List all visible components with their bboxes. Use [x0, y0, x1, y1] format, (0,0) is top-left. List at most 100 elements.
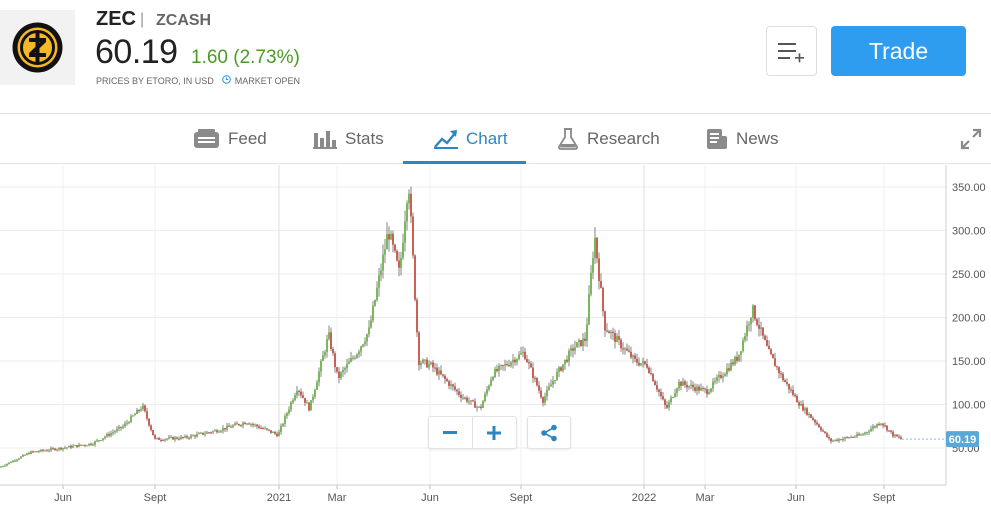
candle-body — [846, 437, 848, 439]
candle-body — [156, 437, 158, 439]
tab-news[interactable]: News — [706, 114, 779, 164]
candle-body — [900, 437, 902, 439]
candle-body — [898, 436, 900, 438]
candle-body — [848, 437, 850, 439]
candle-body — [342, 369, 344, 373]
candle-body — [774, 358, 776, 367]
share-chart-button[interactable] — [527, 416, 571, 449]
zoom-in-button[interactable] — [473, 417, 517, 448]
expand-fullscreen-icon[interactable] — [960, 128, 982, 155]
candle-body — [570, 348, 572, 351]
candle-body — [366, 334, 368, 342]
add-to-watchlist-button[interactable] — [766, 26, 817, 76]
candle-body — [402, 242, 404, 258]
candle-body — [262, 427, 264, 429]
candle-body — [198, 433, 200, 435]
candle-body — [10, 462, 12, 464]
candle-body — [686, 384, 688, 388]
tab-stats[interactable]: Stats — [313, 114, 384, 164]
candle-body — [260, 427, 262, 429]
candle-body — [112, 432, 114, 434]
candle-body — [822, 430, 824, 432]
share-icon — [541, 424, 557, 441]
candle-body — [866, 432, 868, 434]
candle-body — [282, 423, 284, 426]
x-tick-label: Sept — [510, 492, 533, 504]
candle-body — [348, 361, 350, 364]
candle-body — [2, 466, 4, 468]
candle-body — [292, 400, 294, 403]
candle-body — [780, 373, 782, 375]
candle-body — [802, 403, 804, 411]
chart-icon — [434, 129, 458, 149]
candle-body — [300, 391, 302, 396]
candle-body — [352, 357, 354, 359]
candle-body — [268, 429, 270, 431]
candle-body — [266, 428, 268, 430]
candle-body — [650, 372, 652, 374]
x-tick-label: Mar — [696, 492, 715, 504]
candle-body — [420, 362, 422, 366]
tab-chart[interactable]: Chart — [434, 114, 508, 164]
candle-body — [808, 414, 810, 416]
candle-body — [336, 367, 338, 372]
candle-body — [892, 431, 894, 437]
zoom-out-button[interactable] — [429, 417, 473, 448]
x-tick-label: 2021 — [267, 492, 291, 504]
candle-body — [806, 408, 808, 415]
candle-body — [714, 380, 716, 382]
tab-research[interactable]: Research — [557, 114, 660, 164]
candle-body — [576, 342, 578, 348]
candle-body — [734, 356, 736, 365]
candle-body — [270, 430, 272, 433]
candle-body — [284, 415, 286, 424]
price-chart[interactable]: 50.00 100.00 150.00 200.00 250.00 300.00 350.0… — [0, 165, 991, 511]
candle-body — [408, 193, 410, 204]
candle-body — [700, 387, 702, 391]
candle-body — [798, 402, 800, 406]
candle-body — [152, 430, 154, 436]
candle-body — [754, 305, 756, 320]
candle-body — [818, 424, 820, 428]
candle-body — [854, 436, 856, 438]
candle-body — [234, 423, 236, 426]
tab-feed[interactable]: Feed — [193, 114, 267, 164]
candle-body — [496, 368, 498, 372]
price-chart-svg[interactable]: 50.00100.00150.00200.00250.00300.00350.0… — [0, 165, 991, 511]
candle-body — [828, 436, 830, 439]
candle-body — [842, 438, 844, 441]
candle-body — [16, 459, 18, 461]
candle-body — [396, 250, 398, 261]
candle-body — [48, 450, 50, 452]
candle-body — [410, 193, 412, 217]
candle-body — [296, 390, 298, 396]
candle-body — [792, 389, 794, 395]
candle-body — [126, 422, 128, 424]
candle-body — [586, 324, 588, 341]
candle-body — [578, 340, 580, 343]
candle-body — [132, 415, 134, 417]
candle-body — [286, 413, 288, 416]
candle-body — [108, 433, 110, 436]
candle-body — [636, 358, 638, 363]
candle-body — [552, 380, 554, 385]
candle-body — [428, 364, 430, 368]
candle-body — [70, 445, 72, 448]
candle-body — [722, 376, 724, 378]
candle-body — [392, 233, 394, 245]
candle-body — [486, 389, 488, 394]
candle-body — [678, 381, 680, 389]
candle-body — [712, 381, 714, 389]
candle-body — [432, 362, 434, 368]
candle-body — [450, 384, 452, 386]
candle-body — [588, 294, 590, 325]
candle-body — [412, 216, 414, 256]
candle-body — [154, 435, 156, 439]
candle-body — [662, 396, 664, 400]
candle-body — [476, 406, 478, 408]
ticker-separator: | — [140, 11, 145, 28]
x-tick-label: Jun — [54, 492, 72, 504]
current-price: 60.19 — [95, 33, 178, 71]
candle-body — [604, 311, 606, 331]
trade-button[interactable]: Trade — [831, 26, 966, 76]
